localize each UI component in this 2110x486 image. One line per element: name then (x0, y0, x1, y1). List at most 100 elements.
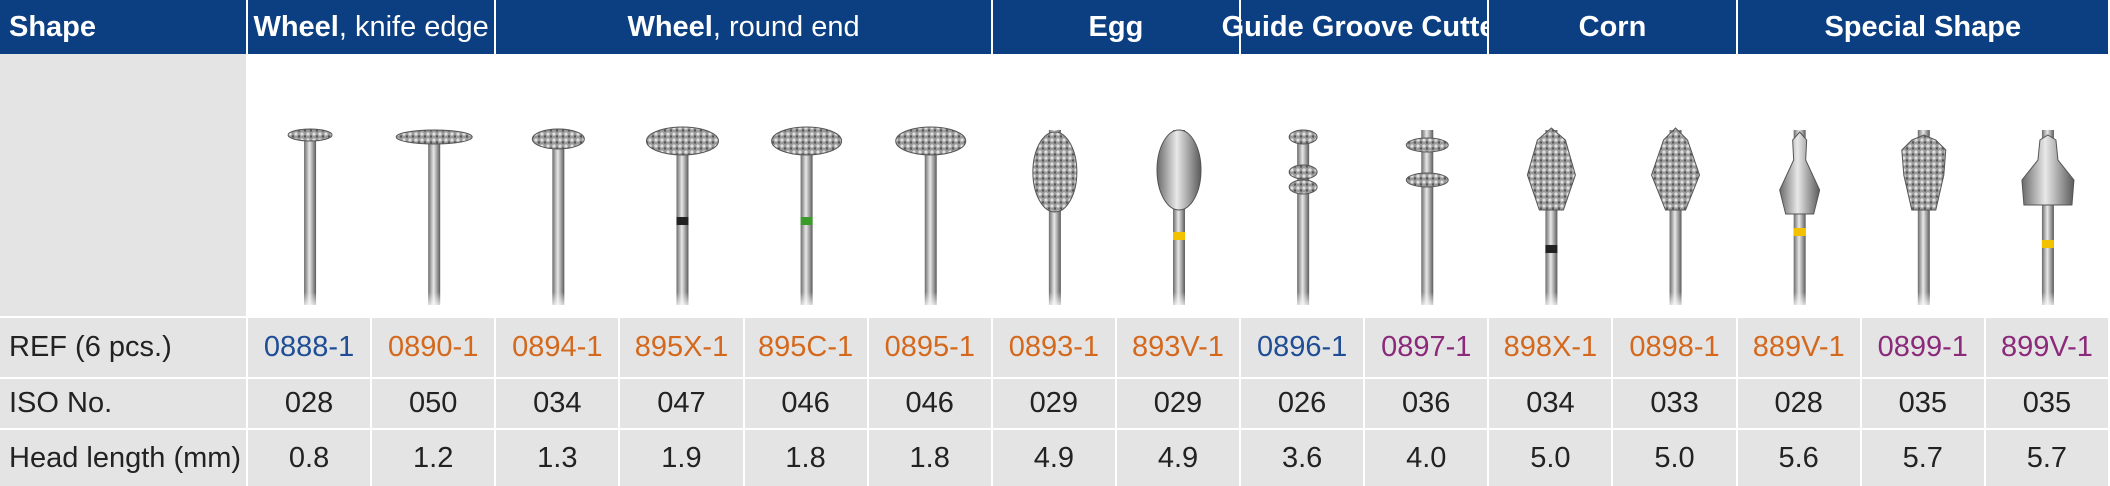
group-detail: , knife edge (338, 10, 489, 43)
head-length-cell: 4.0 (1365, 430, 1488, 486)
bur-part (1915, 250, 1932, 310)
bur-part (1156, 129, 1202, 211)
group-header: Wheel, round end (496, 0, 991, 54)
iso-cell: 050 (372, 379, 495, 428)
bur-part (676, 217, 689, 225)
head-length-cell: 4.9 (1116, 430, 1240, 486)
bur-part (1901, 134, 1947, 211)
head-length-cell: 1.2 (372, 430, 495, 486)
group-header: Corn (1489, 0, 1736, 54)
bur-part (771, 126, 843, 156)
head-length-cell: 1.8 (744, 430, 867, 486)
bur-part (1288, 164, 1318, 180)
bur-part (645, 126, 719, 156)
group-name: Wheel (627, 10, 713, 43)
bur-part (895, 126, 967, 156)
bur-part (1545, 245, 1558, 253)
iso-cell: 028 (1737, 379, 1860, 428)
head-length-cell: 4.9 (992, 430, 1115, 486)
bur-part (395, 129, 473, 145)
ref-cell: 0896-1 (1241, 318, 1364, 377)
iso-cell: 029 (992, 379, 1115, 428)
bur-part (1419, 250, 1436, 310)
head-length-cell: 5.6 (1737, 430, 1860, 486)
ref-cell: 895C-1 (744, 318, 867, 377)
head-length-cell: 1.8 (868, 430, 991, 486)
iso-cell: 029 (1116, 379, 1240, 428)
bur-part (287, 128, 333, 142)
bur-part (550, 250, 567, 310)
bur-part (2021, 134, 2075, 206)
bur-part (1779, 131, 1821, 215)
bur-part (1173, 232, 1185, 240)
group-header: Special Shape (1737, 0, 2108, 54)
row-label: REF (6 pcs.) (0, 318, 246, 377)
bur-part (531, 128, 585, 150)
head-length-cell: 3.6 (1241, 430, 1364, 486)
bur-part (922, 250, 939, 310)
bur-part (1032, 131, 1078, 213)
iso-cell: 046 (744, 379, 867, 428)
bur-part (1288, 129, 1318, 145)
ref-cell: 0899-1 (1861, 318, 1984, 377)
group-name: Guide Groove Cutter (1221, 10, 1507, 43)
group-name: Special Shape (1824, 10, 2022, 43)
iso-cell: 035 (1861, 379, 1984, 428)
bur-part (798, 250, 815, 310)
bur-part (1171, 250, 1187, 310)
iso-cell: 033 (1613, 379, 1736, 428)
iso-cell: 036 (1365, 379, 1488, 428)
ref-cell: 0898-1 (1613, 318, 1736, 377)
bur-part (1405, 172, 1449, 188)
ref-cell: 893V-1 (1116, 318, 1240, 377)
bur-part (302, 250, 319, 310)
iso-cell: 035 (1985, 379, 2108, 428)
head-length-cell: 1.9 (620, 430, 743, 486)
ref-cell: 0895-1 (868, 318, 991, 377)
bur-part (1046, 250, 1063, 310)
iso-cell: 034 (496, 379, 619, 428)
bur-part (1543, 250, 1560, 310)
iso-cell: 026 (1241, 379, 1364, 428)
group-header: Guide Groove Cutter (1222, 0, 1507, 54)
group-header: Wheel, knife edge (248, 0, 495, 54)
head-length-cell: 5.0 (1613, 430, 1736, 486)
iso-cell: 046 (868, 379, 991, 428)
ref-cell: 0893-1 (992, 318, 1115, 377)
group-name: Wheel (253, 10, 339, 43)
bur-part (2039, 250, 2056, 310)
bur-part (2041, 240, 2054, 248)
bur-part (1667, 250, 1684, 310)
head-length-cell: 1.3 (496, 430, 619, 486)
iso-cell: 047 (620, 379, 743, 428)
ref-cell: 0890-1 (372, 318, 495, 377)
group-name: Egg (1088, 10, 1144, 43)
row-label: Head length (mm) (0, 430, 246, 486)
bur-part (1288, 179, 1318, 195)
group-name: Corn (1578, 10, 1647, 43)
header-shape-label: Shape (0, 0, 246, 54)
head-length-cell: 5.7 (1985, 430, 2108, 486)
image-label-cell (0, 54, 246, 316)
group-detail: , round end (712, 10, 860, 43)
ref-cell: 898X-1 (1489, 318, 1612, 377)
row-label: ISO No. (0, 379, 246, 428)
ref-cell: 0897-1 (1365, 318, 1488, 377)
ref-cell: 889V-1 (1737, 318, 1860, 377)
bur-part (1651, 127, 1701, 211)
iso-cell: 034 (1489, 379, 1612, 428)
bur-part (1526, 127, 1576, 211)
head-length-cell: 5.7 (1861, 430, 1984, 486)
group-header: Egg (992, 0, 1240, 54)
head-length-cell: 0.8 (248, 430, 371, 486)
bur-part (674, 250, 691, 310)
bur-part (1295, 250, 1312, 310)
head-length-cell: 5.0 (1489, 430, 1612, 486)
bur-part (1793, 228, 1806, 236)
ref-cell: 0888-1 (248, 318, 371, 377)
bur-part (1405, 137, 1449, 153)
iso-cell: 028 (248, 379, 371, 428)
bur-part (800, 217, 813, 225)
ref-cell: 0894-1 (496, 318, 619, 377)
